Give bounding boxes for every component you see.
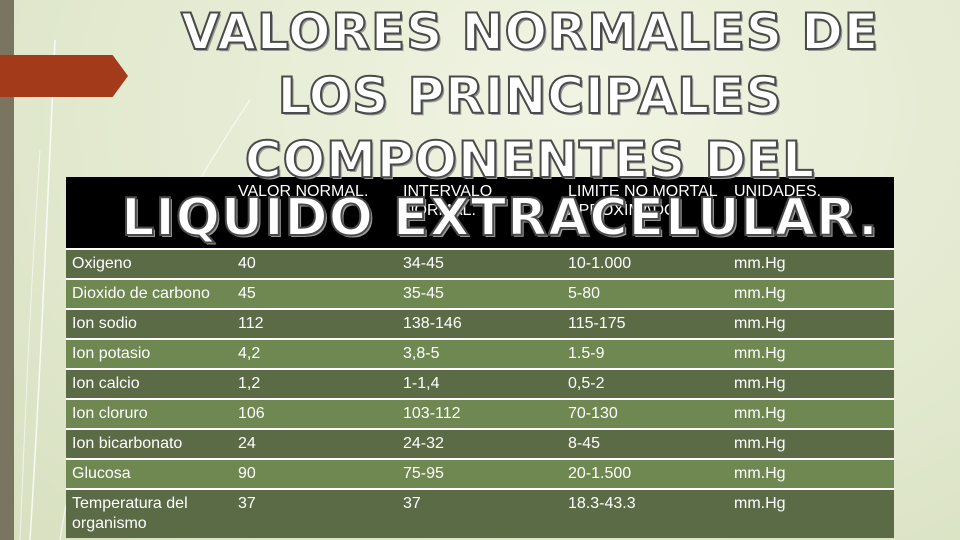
table-row: Temperatura del organismo 37 37 18.3-43.…	[66, 488, 894, 538]
table-cell: 24	[232, 428, 397, 459]
table-cell: 4,2	[232, 338, 397, 369]
table-cell: 8-45	[562, 428, 728, 459]
table-cell: 0,5-2	[562, 368, 728, 399]
table-header-row: VALOR NORMAL. INTERVALO NORMAL. LIMITE N…	[66, 177, 894, 249]
table-cell: Oxigeno	[66, 248, 232, 279]
table-cell: Ion potasio	[66, 338, 232, 369]
table-cell: 103-112	[397, 398, 562, 429]
header-cell: UNIDADES.	[728, 177, 894, 249]
table-cell: 70-130	[562, 398, 728, 429]
table-cell: 40	[232, 248, 397, 279]
table-cell: 90	[232, 458, 397, 489]
table-cell: 37	[397, 488, 562, 538]
table-row: Dioxido de carbono 45 35-45 5-80 mm.Hg	[66, 278, 894, 309]
table-cell: 20-1.500	[562, 458, 728, 489]
slide-title: VALORES NORMALES DE LOS PRINCIPALES COMP…	[120, 0, 930, 250]
table-cell: 115-175	[562, 308, 728, 339]
table-cell: 24-32	[397, 428, 562, 459]
title-line-1: VALORES NORMALES DE	[180, 2, 880, 62]
table-cell: Dioxido de carbono	[66, 278, 232, 309]
table-cell: Temperatura del organismo	[66, 488, 232, 538]
arrow-shape	[0, 55, 128, 97]
table-cell: Glucosa	[66, 458, 232, 489]
table-cell: mm.Hg	[728, 278, 894, 309]
table-cell: mm.Hg	[728, 398, 894, 429]
table-cell: mm.Hg	[728, 428, 894, 459]
table-row: Ion potasio 4,2 3,8-5 1.5-9 mm.Hg	[66, 338, 894, 369]
table-cell: 112	[232, 308, 397, 339]
table-cell: Ion calcio	[66, 368, 232, 399]
table-row: Ion sodio 112 138-146 115-175 mm.Hg	[66, 308, 894, 339]
table-cell: mm.Hg	[728, 338, 894, 369]
table-cell: mm.Hg	[728, 368, 894, 399]
title-line-2: LOS PRINCIPALES	[277, 66, 783, 126]
table-row: Ion cloruro 106 103-112 70-130 mm.Hg	[66, 398, 894, 429]
header-cell: LIMITE NO MORTAL APROXIMADO.	[562, 177, 728, 249]
table-cell: Ion sodio	[66, 308, 232, 339]
table-cell: 35-45	[397, 278, 562, 309]
table-cell: 1.5-9	[562, 338, 728, 369]
table-cell: 106	[232, 398, 397, 429]
table-cell: 5-80	[562, 278, 728, 309]
table-cell: mm.Hg	[728, 248, 894, 279]
table-cell: Ion cloruro	[66, 398, 232, 429]
table-cell: 3,8-5	[397, 338, 562, 369]
values-table: VALOR NORMAL. INTERVALO NORMAL. LIMITE N…	[66, 177, 894, 538]
table-cell: 34-45	[397, 248, 562, 279]
table-cell: 75-95	[397, 458, 562, 489]
table-cell: 45	[232, 278, 397, 309]
table-cell: 18.3-43.3	[562, 488, 728, 538]
table-cell: 138-146	[397, 308, 562, 339]
table-cell: mm.Hg	[728, 308, 894, 339]
table-cell: 1,2	[232, 368, 397, 399]
left-accent-bar	[0, 0, 14, 540]
table-cell: mm.Hg	[728, 488, 894, 538]
table-row: Glucosa 90 75-95 20-1.500 mm.Hg	[66, 458, 894, 489]
title-line-3: COMPONENTES DEL	[244, 130, 816, 190]
header-cell: VALOR NORMAL.	[232, 177, 397, 249]
table-cell: 37	[232, 488, 397, 538]
table-cell: Ion bicarbonato	[66, 428, 232, 459]
table-cell: 10-1.000	[562, 248, 728, 279]
table-row: Ion calcio 1,2 1-1,4 0,5-2 mm.Hg	[66, 368, 894, 399]
header-cell: INTERVALO NORMAL.	[397, 177, 562, 249]
table-row: Oxigeno 40 34-45 10-1.000 mm.Hg	[66, 248, 894, 279]
table-cell: mm.Hg	[728, 458, 894, 489]
title-line-4: LIQUIDO EXTRACELULAR.	[120, 187, 879, 249]
header-cell	[66, 177, 232, 249]
table-row: Ion bicarbonato 24 24-32 8-45 mm.Hg	[66, 428, 894, 459]
table-cell: 1-1,4	[397, 368, 562, 399]
